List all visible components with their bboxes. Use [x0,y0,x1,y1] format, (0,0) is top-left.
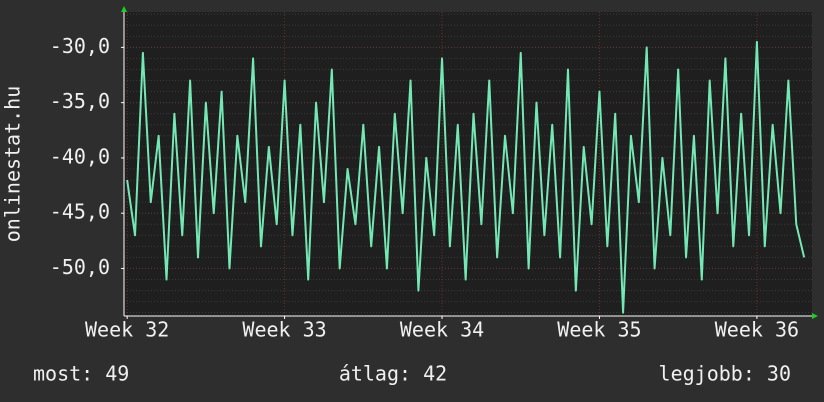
footer-current: most: 49 [33,362,129,386]
y-arrow [121,6,127,12]
y-tick-label: -50,0 [50,255,110,279]
y-tick-label: -30,0 [50,34,110,58]
x-tick-label: Week 35 [557,318,641,342]
x-tick-label: Week 33 [242,318,326,342]
footer-average: átlag: 42 [339,362,447,386]
y-tick-label: -35,0 [50,89,110,113]
footer-best: legjobb: 30 [659,362,791,386]
x-tick-label: Week 36 [715,318,799,342]
line [126,40,806,314]
x-tick-label: Week 34 [400,318,484,342]
y-axis-label: onlinestat.hu [1,86,25,243]
marks [126,40,806,314]
minor-grid [124,12,812,316]
y-tick-label: -45,0 [50,200,110,224]
x-tick-label: Week 32 [85,318,169,342]
y-tick-label: -40,0 [50,144,110,168]
x-arrow [812,313,818,319]
